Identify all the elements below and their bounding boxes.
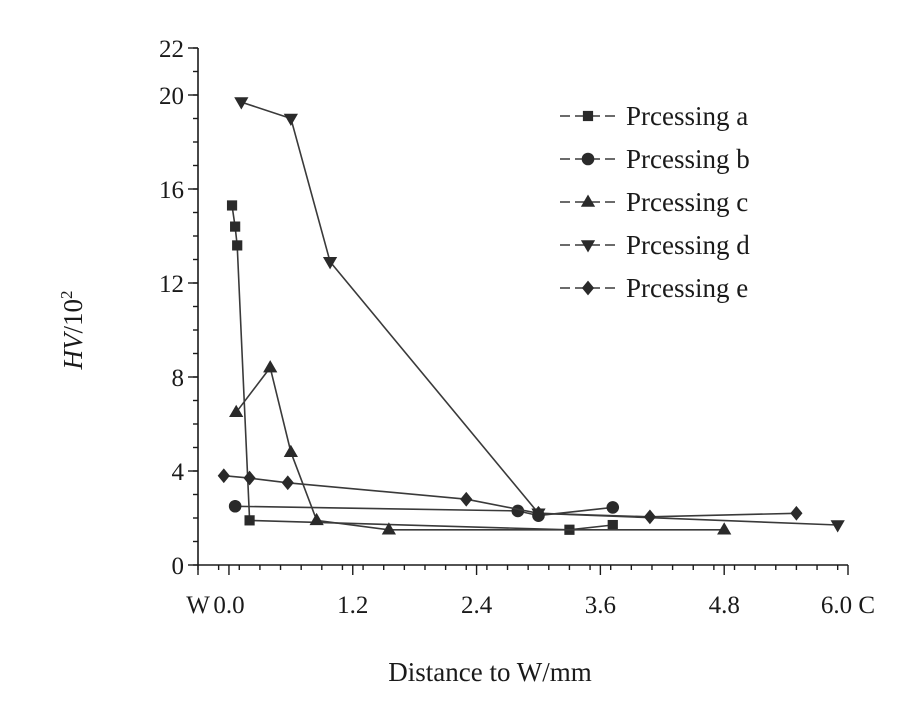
series-line xyxy=(235,365,725,531)
y-axis-title-base: 10 xyxy=(58,299,88,326)
legend-item: Prcessing b xyxy=(560,144,750,174)
x-tick-label: 4.8 xyxy=(709,592,740,619)
series-diamond xyxy=(217,468,803,525)
data-point xyxy=(283,113,298,126)
y-axis-title: HV/102 xyxy=(57,290,88,370)
x-axis-title: Distance to W/mm xyxy=(388,657,591,687)
data-point xyxy=(460,491,473,507)
legend: Prcessing a Prcessing b Prcessing c Prcessi… xyxy=(560,101,750,303)
data-point xyxy=(790,505,803,521)
data-point xyxy=(229,404,244,418)
data-point xyxy=(309,512,324,526)
x-tick-label: 3.6 xyxy=(585,592,616,619)
series-layer xyxy=(217,97,845,535)
data-point xyxy=(228,499,242,513)
data-point xyxy=(244,515,255,526)
data-point xyxy=(606,501,620,514)
data-point xyxy=(322,257,338,270)
data-point xyxy=(232,240,243,251)
y-axis-title-exp: 2 xyxy=(57,290,76,299)
series-line xyxy=(235,505,613,517)
legend-item: Prcessing d xyxy=(560,230,750,260)
legend-label: Prcessing e xyxy=(626,273,748,303)
data-point xyxy=(381,522,396,535)
legend-item: Prcessing a xyxy=(560,101,748,131)
y-tick-label: 4 xyxy=(172,459,185,486)
legend-item: Prcessing e xyxy=(560,273,748,303)
data-point xyxy=(643,509,656,525)
data-point xyxy=(217,468,230,484)
data-point xyxy=(243,470,256,486)
data-point xyxy=(283,444,298,458)
x-tick-label: 1.2 xyxy=(337,592,368,619)
data-point xyxy=(281,475,294,491)
data-point xyxy=(607,519,618,531)
series-triangle-down xyxy=(234,97,845,533)
legend-label: Prcessing a xyxy=(626,101,748,131)
data-point xyxy=(226,200,238,211)
y-tick-label: 22 xyxy=(159,36,184,63)
x-tick-label: W xyxy=(186,592,210,619)
y-tick-label: 0 xyxy=(172,553,185,580)
legend-marker xyxy=(581,280,595,296)
data-point xyxy=(532,505,545,521)
data-point xyxy=(511,504,525,518)
x-tick-label: 6.0 C xyxy=(821,592,875,619)
legend-marker xyxy=(582,110,594,122)
legend-label: Prcessing b xyxy=(626,144,750,174)
data-point xyxy=(230,221,241,232)
data-point xyxy=(717,522,732,535)
data-point xyxy=(263,360,278,373)
series-circle xyxy=(228,499,620,522)
y-axis-title-sep: / xyxy=(58,326,88,334)
data-point xyxy=(234,97,249,110)
legend-label: Prcessing c xyxy=(626,187,748,217)
data-point xyxy=(830,520,845,533)
y-tick-label: 8 xyxy=(172,365,185,392)
legend-label: Prcessing d xyxy=(626,230,750,260)
x-tick-label: 0.0 xyxy=(213,592,244,619)
legend-marker xyxy=(580,240,596,253)
legend-item: Prcessing c xyxy=(560,187,748,217)
legend-marker xyxy=(581,152,595,166)
y-axis-title-main: HV xyxy=(58,330,88,370)
series-triangle-up xyxy=(229,360,732,535)
y-tick-label: 20 xyxy=(159,83,184,110)
axes: W 0.0 1.2 2.4 3.6 4.8 6.0 C 0 4 8 12 16 20 22 xyxy=(159,36,875,619)
x-tick-label: 2.4 xyxy=(461,592,493,619)
y-tick-label: 12 xyxy=(159,271,184,298)
y-tick-label: 16 xyxy=(159,177,184,204)
legend-marker xyxy=(580,194,596,207)
